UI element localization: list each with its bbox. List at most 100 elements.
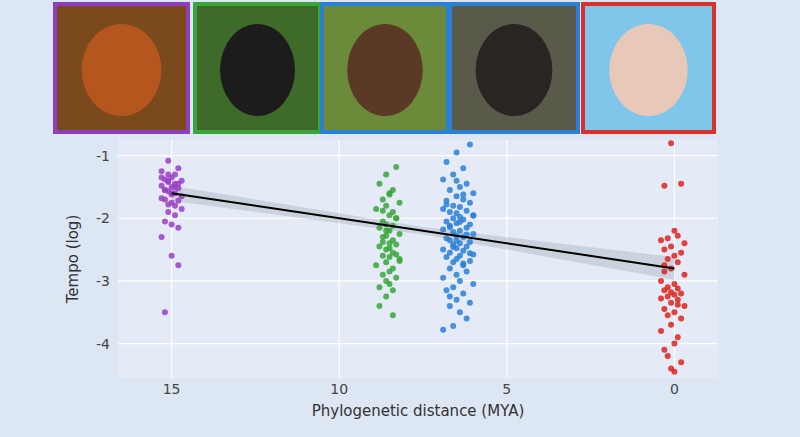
point bbox=[440, 327, 446, 333]
point bbox=[668, 140, 674, 146]
grid-line bbox=[118, 218, 718, 219]
point bbox=[393, 164, 399, 170]
point bbox=[387, 254, 393, 260]
point bbox=[460, 248, 466, 254]
point bbox=[165, 171, 171, 177]
point bbox=[454, 178, 460, 184]
point bbox=[450, 284, 456, 290]
x-tick-label: 15 bbox=[163, 381, 181, 397]
point bbox=[447, 294, 453, 300]
point bbox=[678, 290, 684, 296]
point bbox=[675, 302, 681, 308]
point bbox=[678, 181, 684, 187]
point bbox=[467, 300, 473, 306]
y-axis-title: Tempo (log) bbox=[64, 215, 82, 305]
background bbox=[0, 0, 800, 437]
point bbox=[675, 259, 681, 265]
point bbox=[387, 281, 393, 287]
point bbox=[470, 231, 476, 237]
point bbox=[165, 178, 171, 184]
grid-line bbox=[339, 140, 340, 378]
point bbox=[447, 303, 453, 309]
point bbox=[671, 369, 677, 375]
point bbox=[470, 212, 476, 218]
point bbox=[671, 309, 677, 315]
point bbox=[440, 275, 446, 281]
point bbox=[165, 158, 171, 164]
point bbox=[169, 253, 175, 259]
point bbox=[380, 208, 386, 214]
point bbox=[393, 215, 399, 221]
point bbox=[457, 184, 463, 190]
grid-line bbox=[118, 343, 718, 344]
point bbox=[678, 359, 684, 365]
point bbox=[450, 259, 456, 265]
point bbox=[380, 253, 386, 259]
point bbox=[464, 269, 470, 275]
point bbox=[450, 203, 456, 209]
point bbox=[675, 233, 681, 239]
point bbox=[454, 238, 460, 244]
point bbox=[467, 141, 473, 147]
point bbox=[443, 159, 449, 165]
point bbox=[658, 295, 664, 301]
point bbox=[454, 297, 460, 303]
point bbox=[380, 197, 386, 203]
point bbox=[397, 258, 403, 264]
point bbox=[464, 316, 470, 322]
point bbox=[681, 240, 687, 246]
point bbox=[179, 206, 185, 212]
point bbox=[447, 187, 453, 193]
point bbox=[671, 228, 677, 234]
confidence-band bbox=[172, 186, 675, 280]
point bbox=[175, 262, 181, 268]
point bbox=[393, 242, 399, 248]
point bbox=[457, 278, 463, 284]
point bbox=[440, 247, 446, 253]
point bbox=[678, 250, 684, 256]
point bbox=[169, 222, 175, 228]
point bbox=[671, 341, 677, 347]
point bbox=[658, 328, 664, 334]
point bbox=[373, 206, 379, 212]
point bbox=[162, 187, 168, 193]
point bbox=[668, 300, 674, 306]
x-axis-title: Phylogenetic distance (MYA) bbox=[312, 402, 525, 420]
regression-line bbox=[172, 193, 675, 268]
point bbox=[457, 228, 463, 234]
point bbox=[661, 306, 667, 312]
point bbox=[165, 202, 171, 208]
point bbox=[380, 272, 386, 278]
point bbox=[470, 190, 476, 196]
y-tick-label: -3 bbox=[96, 273, 110, 289]
point bbox=[464, 208, 470, 214]
point bbox=[162, 218, 168, 224]
point bbox=[159, 168, 165, 174]
point bbox=[661, 247, 667, 253]
point bbox=[467, 258, 473, 264]
point bbox=[393, 252, 399, 258]
point bbox=[165, 209, 171, 215]
point bbox=[443, 287, 449, 293]
point bbox=[681, 272, 687, 278]
point bbox=[393, 215, 399, 221]
photo bbox=[322, 4, 448, 132]
point bbox=[665, 235, 671, 241]
point bbox=[373, 262, 379, 268]
point bbox=[376, 181, 382, 187]
point bbox=[376, 303, 382, 309]
photo bbox=[55, 4, 188, 132]
point bbox=[447, 209, 453, 215]
photo bbox=[195, 4, 320, 132]
point bbox=[440, 176, 446, 182]
point bbox=[159, 175, 165, 181]
point bbox=[675, 334, 681, 340]
point bbox=[678, 316, 684, 322]
point bbox=[376, 284, 382, 290]
point bbox=[454, 272, 460, 278]
chart: 151050-1-2-3-4Phylogenetic distance (MYA… bbox=[0, 0, 800, 437]
point bbox=[668, 243, 674, 249]
point bbox=[658, 278, 664, 284]
point bbox=[397, 200, 403, 206]
point bbox=[383, 203, 389, 209]
